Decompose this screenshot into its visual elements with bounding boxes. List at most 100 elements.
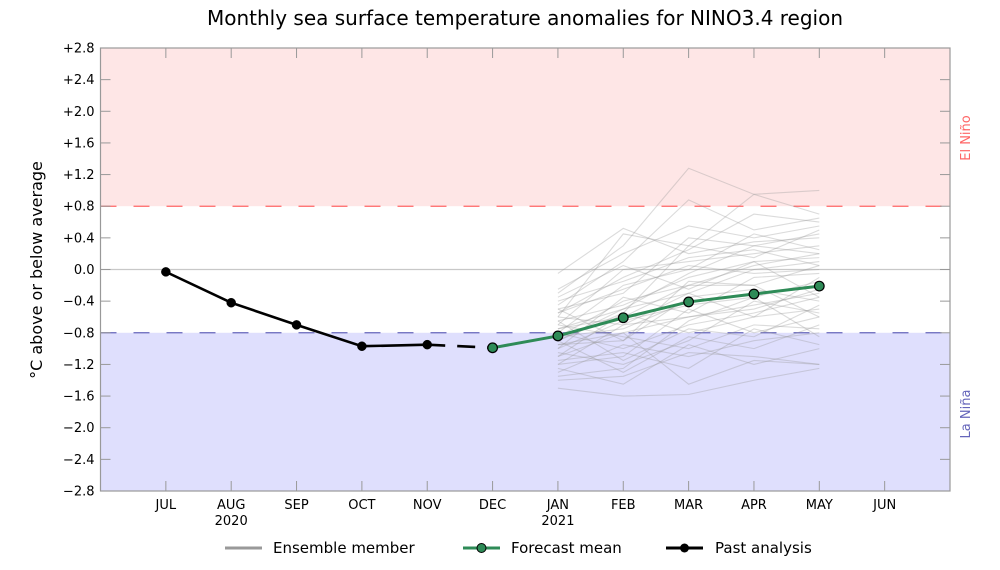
ensemble-member-line xyxy=(557,260,820,298)
x-tick-label: MAR xyxy=(674,498,703,513)
ensemble-member-line xyxy=(557,233,820,334)
ensemble-member-line xyxy=(557,237,820,310)
y-tick-label: 0.0 xyxy=(74,263,95,278)
ensemble-member-line xyxy=(557,261,820,342)
y-tick-label: +0.8 xyxy=(63,200,95,215)
x-tick-label: JUL xyxy=(155,498,177,513)
la-nina-region xyxy=(100,332,950,491)
ensemble-member-line xyxy=(557,324,820,350)
x-tick-label: JUN xyxy=(872,498,896,513)
y-tick-label: −2.4 xyxy=(63,453,95,468)
legend-label-past-analysis: Past analysis xyxy=(715,539,812,557)
ensemble-members xyxy=(557,167,820,397)
legend-label-ensemble: Ensemble member xyxy=(273,539,416,557)
forecast-mean-point xyxy=(487,342,498,354)
ensemble-member-line xyxy=(557,199,820,306)
forecast-mean-line xyxy=(492,284,820,350)
ensemble-member-line xyxy=(557,344,820,385)
y-axis-ticks: +2.8 +2.4 +2.0 +1.6 +1.2 +0.8 +0.4 0.0 −0.4 −0.8 −… xyxy=(63,42,950,500)
ensemble-member-line xyxy=(557,308,820,357)
ensemble-member-line xyxy=(557,324,820,373)
ensemble-member-line xyxy=(557,167,820,294)
y-tick-label: +0.4 xyxy=(63,231,95,246)
ensemble-member-line xyxy=(557,352,820,381)
y-tick-label: +2.0 xyxy=(63,105,95,120)
y-tick-label: −0.8 xyxy=(63,326,95,341)
past-analysis-gap-to-forecast-line xyxy=(427,343,493,350)
ensemble-member-line xyxy=(557,280,820,342)
y-tick-label: +2.8 xyxy=(63,42,95,57)
x-tick-label: NOV xyxy=(413,498,442,513)
ensemble-member-line xyxy=(557,296,820,377)
ensemble-member-line xyxy=(557,288,820,346)
ensemble-member-line xyxy=(557,265,820,330)
past-analysis-point xyxy=(422,339,432,350)
y-tick-label: −1.2 xyxy=(63,358,95,373)
la-nina-label: La Niña xyxy=(959,390,974,439)
ensemble-member-line xyxy=(557,257,820,322)
x-tick-label: JAN xyxy=(546,498,569,513)
series-lines xyxy=(161,267,825,354)
legend-entry-forecast-mean: Forecast mean xyxy=(463,539,622,557)
forecast-mean-point xyxy=(617,312,629,324)
x-year-label: 2021 xyxy=(541,514,574,529)
y-tick-label: +1.6 xyxy=(63,136,95,151)
legend-label-forecast-mean: Forecast mean xyxy=(511,539,622,557)
y-tick-label: +1.2 xyxy=(63,168,95,183)
x-tick-label: MAY xyxy=(806,498,833,513)
plot-background xyxy=(100,48,950,491)
x-year-label: 2020 xyxy=(215,514,248,529)
ensemble-member-line xyxy=(557,328,820,369)
x-tick-label: AUG xyxy=(217,498,245,513)
ensemble-member-line xyxy=(557,249,820,302)
ensemble-member-line xyxy=(557,332,820,373)
past-analysis-point xyxy=(161,267,171,277)
el-nino-label: El Niño xyxy=(959,115,974,161)
x-tick-label: FEB xyxy=(611,498,636,513)
ensemble-member-line xyxy=(557,193,820,318)
legend-marker-forecast-mean xyxy=(476,543,487,553)
ensemble-member-line xyxy=(557,229,820,342)
x-tick-label: OCT xyxy=(348,498,375,513)
ensemble-member-line xyxy=(557,264,820,314)
ensemble-member-line xyxy=(557,296,820,350)
x-tick-label: DEC xyxy=(479,498,506,513)
ensemble-member-line xyxy=(557,225,820,290)
x-tick-label: SEP xyxy=(284,498,308,513)
legend-entry-past-analysis: Past analysis xyxy=(666,539,812,557)
y-tick-label: −0.4 xyxy=(63,295,95,310)
ensemble-member-line xyxy=(557,272,820,350)
ensemble-member-line xyxy=(557,245,820,326)
ensemble-member-line xyxy=(557,367,820,397)
y-tick-label: −1.6 xyxy=(63,390,95,405)
ensemble-member-line xyxy=(557,300,820,365)
ensemble-member-line xyxy=(557,308,820,365)
forecast-mean-point xyxy=(683,296,695,308)
ensemble-member-line xyxy=(557,304,820,362)
y-tick-label: −2.0 xyxy=(63,421,95,436)
legend-marker-past-analysis xyxy=(680,543,689,553)
chart-title: Monthly sea surface temperature anomalie… xyxy=(207,6,843,30)
past-analysis-point xyxy=(226,297,236,308)
forecast-mean-point xyxy=(813,280,825,292)
past-analysis-point xyxy=(291,320,302,330)
ensemble-member-line xyxy=(557,332,820,385)
ensemble-member-line xyxy=(557,233,820,330)
y-tick-label: −2.8 xyxy=(63,485,95,500)
ensemble-member-line xyxy=(557,253,820,338)
forecast-mean-point xyxy=(552,330,564,342)
past-analysis-point xyxy=(357,341,367,351)
legend: Ensemble member Forecast mean Past analy… xyxy=(225,539,812,557)
forecast-mean-point xyxy=(748,288,760,300)
ensemble-member-line xyxy=(557,276,820,365)
ensemble-member-line xyxy=(557,227,820,274)
legend-entry-ensemble: Ensemble member xyxy=(225,539,416,557)
y-axis-label: °C above or below average xyxy=(27,161,46,379)
x-tick-label: APR xyxy=(741,498,767,513)
el-nino-region xyxy=(100,48,950,207)
y-tick-label: +2.4 xyxy=(63,73,95,88)
ensemble-member-line xyxy=(557,292,820,326)
x-axis-ticks: JUL AUG SEP OCT NOV DEC JAN FEB MAR APR MAY JUN 2020… xyxy=(155,48,896,529)
ensemble-member-line xyxy=(557,213,820,314)
